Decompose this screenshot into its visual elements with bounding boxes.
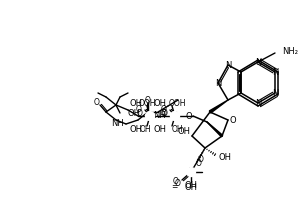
Text: N: N bbox=[225, 61, 231, 70]
Text: O: O bbox=[137, 108, 143, 117]
Text: N: N bbox=[255, 58, 261, 67]
Text: O: O bbox=[145, 95, 151, 104]
Text: P: P bbox=[172, 111, 178, 120]
Text: O: O bbox=[230, 116, 236, 125]
Text: O: O bbox=[186, 111, 192, 120]
Text: P: P bbox=[188, 168, 194, 177]
Text: OOH: OOH bbox=[168, 98, 186, 107]
Text: OH: OH bbox=[171, 125, 183, 135]
Text: OH: OH bbox=[218, 153, 231, 162]
Text: =: = bbox=[171, 183, 177, 192]
Text: O: O bbox=[175, 178, 181, 187]
Text: P: P bbox=[188, 167, 194, 177]
Text: OOH: OOH bbox=[138, 98, 156, 107]
Text: NH: NH bbox=[111, 119, 124, 128]
Text: O: O bbox=[161, 108, 167, 117]
Text: O: O bbox=[161, 104, 167, 113]
Text: OH: OH bbox=[185, 183, 198, 192]
Text: OH: OH bbox=[178, 126, 191, 135]
Text: O: O bbox=[173, 177, 179, 186]
Polygon shape bbox=[207, 122, 223, 137]
Text: P: P bbox=[147, 111, 153, 121]
Text: OH: OH bbox=[129, 98, 142, 107]
Text: O: O bbox=[162, 108, 168, 117]
Text: OH: OH bbox=[154, 98, 167, 107]
Text: N: N bbox=[255, 98, 261, 107]
Text: NH: NH bbox=[152, 110, 165, 119]
Text: O: O bbox=[94, 98, 100, 107]
Text: O: O bbox=[198, 156, 204, 165]
Circle shape bbox=[170, 111, 180, 120]
Text: OH: OH bbox=[129, 125, 142, 134]
Text: P: P bbox=[172, 111, 178, 121]
Text: P: P bbox=[147, 111, 153, 120]
Text: OH: OH bbox=[128, 108, 141, 117]
Text: OH: OH bbox=[154, 125, 167, 134]
Text: N: N bbox=[272, 67, 278, 76]
Text: OH: OH bbox=[139, 125, 151, 135]
Circle shape bbox=[186, 168, 196, 177]
Text: OH: OH bbox=[185, 181, 198, 190]
Text: NH₂: NH₂ bbox=[282, 46, 298, 55]
Text: O: O bbox=[136, 104, 142, 113]
Text: O: O bbox=[196, 159, 202, 168]
Circle shape bbox=[145, 111, 155, 120]
Text: N: N bbox=[215, 79, 221, 88]
Text: N: N bbox=[272, 89, 278, 98]
Polygon shape bbox=[209, 100, 228, 113]
